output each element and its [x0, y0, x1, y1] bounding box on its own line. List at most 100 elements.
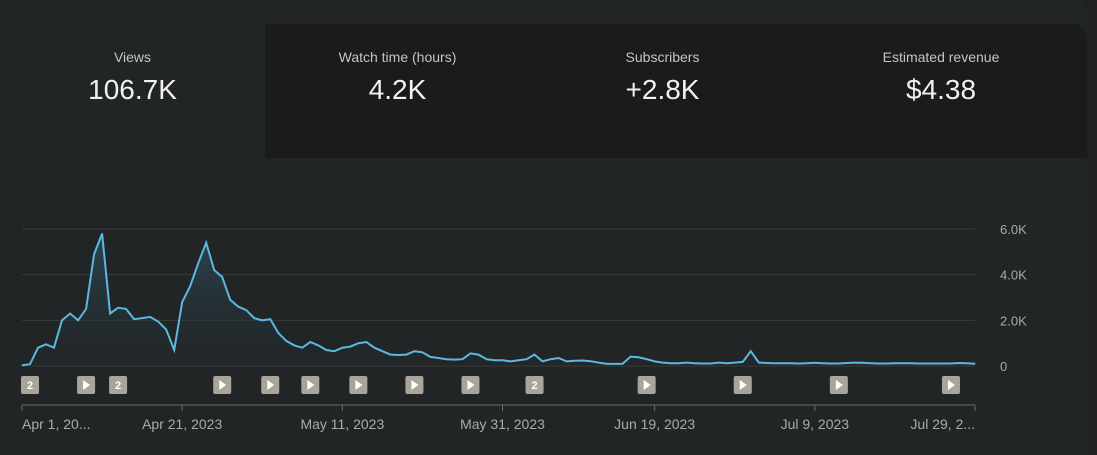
data-point — [365, 341, 367, 343]
views-series-line[interactable] — [21, 233, 976, 367]
video-upload-marker[interactable] — [349, 376, 368, 394]
data-point — [69, 313, 71, 314]
play-icon — [411, 380, 419, 390]
play-icon — [467, 380, 475, 390]
data-point — [341, 347, 343, 349]
x-tick-label: Jul 29, 2... — [910, 416, 975, 432]
video-upload-marker[interactable] — [213, 376, 232, 394]
data-point — [45, 343, 47, 345]
data-point — [197, 262, 199, 264]
data-point — [558, 357, 560, 359]
video-upload-marker[interactable] — [261, 376, 280, 394]
data-point — [894, 362, 896, 364]
data-point — [413, 350, 415, 352]
x-axis: Apr 1, 20... Apr 21, 2023 May 11, 2023 May … — [21, 404, 976, 432]
data-point — [125, 308, 127, 310]
data-point — [774, 362, 776, 364]
data-point — [886, 363, 888, 364]
metric-label: Estimated revenue — [882, 49, 1000, 65]
video-upload-marker[interactable] — [941, 376, 960, 394]
play-icon — [219, 380, 227, 390]
video-upload-marker[interactable] — [461, 376, 480, 394]
data-point — [966, 362, 968, 364]
data-point — [958, 362, 960, 364]
data-point — [486, 358, 487, 360]
data-point — [582, 360, 584, 361]
play-icon — [83, 380, 91, 390]
data-point — [61, 319, 63, 321]
data-point — [117, 307, 119, 309]
data-point — [654, 360, 656, 362]
data-point — [421, 351, 423, 353]
marker-badge — [525, 376, 544, 394]
metric-value: +2.8K — [625, 74, 700, 105]
marker-count: 2 — [115, 380, 121, 392]
data-point — [614, 363, 616, 365]
data-point — [325, 349, 327, 351]
data-point — [678, 362, 680, 364]
metric-tab-subscribers[interactable]: Subscribers +2.8K — [530, 24, 795, 158]
data-point — [277, 332, 279, 334]
data-point — [646, 358, 648, 360]
multi-upload-marker[interactable]: 2 — [21, 376, 40, 394]
video-upload-marker[interactable] — [77, 376, 96, 394]
data-point — [806, 362, 808, 364]
data-point — [622, 363, 624, 365]
data-point — [237, 306, 239, 308]
data-point — [926, 363, 928, 364]
marker-count: 2 — [531, 380, 537, 392]
video-upload-marker[interactable] — [637, 376, 656, 394]
metric-tab-views[interactable]: Views 106.7K — [0, 24, 265, 158]
data-point — [854, 362, 856, 364]
metric-label: Subscribers — [625, 49, 700, 65]
metric-label: Views — [113, 49, 152, 65]
x-tick-label: Jul 9, 2023 — [781, 416, 850, 432]
multi-upload-marker[interactable]: 2 — [525, 376, 544, 394]
x-tick-label: May 11, 2023 — [300, 416, 384, 432]
data-point — [846, 362, 848, 364]
video-upload-marker[interactable] — [829, 376, 848, 394]
metric-tab-watch-time[interactable]: Watch time (hours) 4.2K — [265, 24, 530, 158]
data-point — [53, 347, 55, 349]
y-tick-label: 4.0K — [1000, 268, 1027, 283]
data-point — [910, 362, 912, 364]
metric-label: Watch time (hours) — [338, 49, 457, 65]
data-point — [550, 358, 552, 360]
marker-badge — [109, 376, 128, 394]
play-icon — [739, 380, 747, 390]
multi-upload-marker[interactable]: 2 — [109, 376, 128, 394]
data-point — [29, 363, 31, 365]
data-point — [742, 361, 744, 363]
data-point — [734, 362, 736, 364]
data-point — [526, 358, 527, 360]
y-axis-labels: 0 2.0K 4.0K 6.0K — [1000, 222, 1027, 374]
data-point — [293, 344, 295, 346]
data-point — [606, 363, 608, 365]
data-point — [109, 313, 111, 314]
video-upload-marker[interactable] — [405, 376, 424, 394]
video-upload-marker[interactable] — [733, 376, 752, 394]
data-point — [445, 358, 447, 360]
data-point — [710, 363, 712, 364]
x-tick-label: May 31, 2023 — [460, 416, 545, 432]
data-point — [221, 276, 223, 278]
x-tick-label: Jun 19, 2023 — [614, 416, 695, 432]
data-point — [317, 344, 319, 346]
marker-badge — [21, 376, 40, 394]
data-point — [454, 359, 455, 361]
metric-tab-revenue[interactable]: Estimated revenue $4.38 — [795, 24, 1087, 158]
data-point — [798, 363, 800, 364]
data-point — [630, 356, 632, 358]
y-tick-label: 2.0K — [1000, 313, 1027, 328]
data-point — [766, 362, 768, 364]
data-point — [333, 350, 335, 352]
data-point — [510, 360, 511, 362]
data-point — [253, 317, 255, 319]
data-point — [157, 321, 159, 322]
views-line-chart[interactable]: 0 2.0K 4.0K 6.0K 2 2 2 Apr 1, 20... Apr 21, 20… — [0, 200, 1097, 455]
data-point — [149, 316, 151, 318]
views-data-points — [21, 233, 976, 366]
data-point — [590, 360, 592, 362]
x-tick-label: Apr 1, 20... — [22, 416, 90, 432]
video-upload-marker[interactable] — [301, 376, 320, 394]
